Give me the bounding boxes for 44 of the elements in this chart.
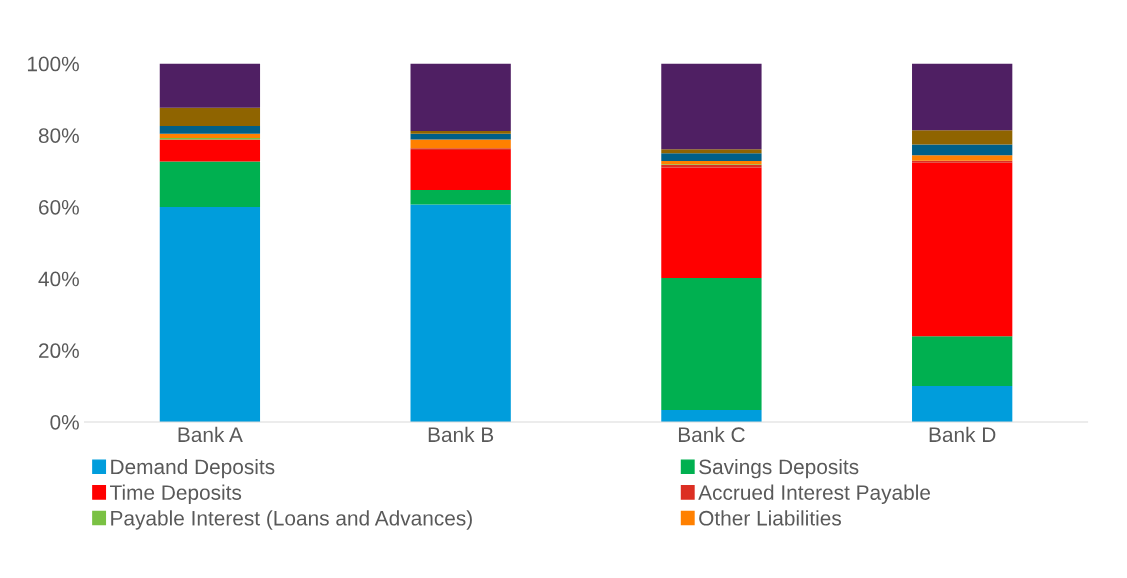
bar: [661, 277, 762, 411]
bar: [661, 63, 762, 150]
legend-label: Savings Deposits: [699, 458, 859, 479]
bar: [159, 125, 261, 134]
y-tick-label: 60%: [39, 199, 79, 215]
legend-label: Accrued Interest Payable: [698, 484, 930, 505]
bar: [410, 204, 511, 422]
bar: [410, 63, 511, 131]
bar: [159, 161, 261, 207]
y-tick-label: 0%: [50, 414, 79, 430]
y-tick-label: 20%: [39, 343, 79, 359]
y-tick-label: 80%: [38, 128, 79, 144]
bar: [410, 149, 511, 191]
bar: [912, 130, 1013, 145]
x-tick-label: Bank A: [178, 426, 243, 443]
bar: [661, 153, 762, 162]
bar: [912, 386, 1013, 422]
x-tick-label: Bank C: [678, 426, 745, 443]
bar: [159, 133, 261, 139]
bar: [159, 63, 261, 108]
bar: [159, 206, 261, 422]
bar: [661, 149, 762, 154]
y-tick-label: 40%: [38, 271, 79, 287]
x-tick-label: Bank B: [428, 426, 494, 443]
bar: [410, 130, 511, 134]
bar: [410, 133, 511, 140]
bar: [912, 160, 1013, 163]
legend-label: Payable Interest (Loans and Advances): [111, 510, 472, 530]
bar: [912, 336, 1013, 387]
bar: [410, 139, 511, 149]
bar: [410, 190, 511, 205]
legend-label: Other Liabilities: [699, 510, 841, 526]
bar: [661, 410, 762, 422]
legend-label: Demand Deposits: [111, 458, 275, 479]
bar: [912, 155, 1013, 161]
bar: [661, 167, 762, 278]
bar: [159, 139, 261, 162]
y-tick-label: 100%: [27, 56, 79, 72]
bar: [912, 144, 1013, 156]
bar: [912, 63, 1013, 131]
legend-label: Time Deposits: [109, 484, 242, 505]
bar: [159, 107, 261, 126]
bar: [912, 162, 1013, 337]
x-tick-label: Bank D: [929, 426, 996, 443]
